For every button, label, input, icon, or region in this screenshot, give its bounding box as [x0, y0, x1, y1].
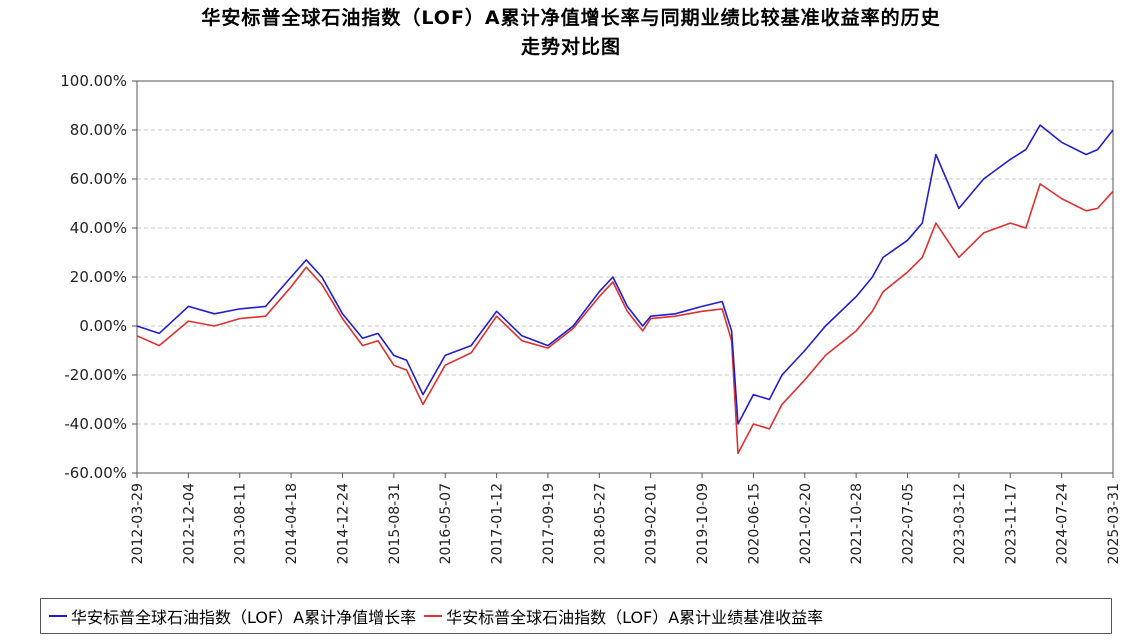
x-tick-label: 2019-02-01 — [644, 483, 660, 564]
y-tick-label: 20.00% — [70, 268, 127, 286]
x-tick-label: 2023-03-12 — [952, 483, 968, 564]
chart-title-line1: 华安标普全球石油指数（LOF）A累计净值增长率与同期业绩比较基准收益率的历史 — [201, 7, 941, 29]
x-tick-label: 2016-05-07 — [438, 483, 454, 564]
grid-lines — [137, 129, 1113, 425]
y-tick-label: -20.00% — [64, 366, 127, 384]
chart-legend: 华安标普全球石油指数（LOF）A累计净值增长率 华安标普全球石油指数（LOF）A… — [40, 598, 1112, 634]
y-tick-label: 100.00% — [60, 72, 127, 90]
legend-label-benchmark: 华安标普全球石油指数（LOF）A累计业绩基准收益率 — [446, 608, 824, 627]
x-tick-label: 2021-02-20 — [798, 483, 814, 564]
chart-title: 华安标普全球石油指数（LOF）A累计净值增长率与同期业绩比较基准收益率的历史 走… — [0, 4, 1142, 62]
x-axis: 2012-03-29 2012-12-04 2013-08-11 2014-04-18… — [130, 473, 1122, 564]
series-line-benchmark — [136, 183, 1114, 455]
x-tick-label: 2025-03-31 — [1106, 483, 1122, 564]
x-tick-label: 2015-08-31 — [387, 483, 403, 564]
y-tick-label: -60.00% — [64, 464, 127, 482]
x-tick-label: 2013-08-11 — [233, 483, 249, 564]
legend-item-nav: 华安标普全球石油指数（LOF）A累计净值增长率 — [49, 604, 416, 628]
x-tick-label: 2022-07-05 — [901, 483, 917, 564]
x-tick-label: 2012-03-29 — [130, 483, 146, 564]
x-tick-label: 2012-12-04 — [181, 483, 197, 564]
x-tick-label: 2017-09-19 — [541, 483, 557, 564]
y-tick-label: 60.00% — [70, 170, 127, 188]
x-tick-label: 2018-05-27 — [592, 483, 608, 564]
legend-item-benchmark: 华安标普全球石油指数（LOF）A累计业绩基准收益率 — [424, 604, 823, 628]
y-tick-label: 80.00% — [70, 121, 127, 139]
x-tick-label: 2023-11-17 — [1003, 483, 1019, 564]
x-tick-label: 2021-10-28 — [849, 483, 865, 564]
x-tick-label: 2020-06-15 — [746, 483, 762, 564]
x-tick-label: 2017-01-12 — [490, 483, 506, 564]
chart-title-line2: 走势对比图 — [520, 36, 621, 58]
y-tick-label: 40.00% — [70, 219, 127, 237]
legend-swatch-benchmark — [424, 615, 443, 617]
y-tick-label: 0.00% — [79, 317, 127, 335]
legend-label-nav: 华安标普全球石油指数（LOF）A累计净值增长率 — [71, 608, 417, 627]
legend-swatch-nav — [49, 615, 67, 617]
x-tick-label: 2024-07-24 — [1055, 483, 1071, 564]
x-tick-label: 2019-10-09 — [695, 483, 711, 564]
series-line-nav — [136, 124, 1114, 425]
series-lines — [136, 124, 1114, 455]
y-axis: 100.00% 80.00% 60.00% 40.00% 20.00% 0.00% -20.… — [60, 72, 137, 482]
x-tick-label: 2014-12-24 — [335, 483, 351, 564]
y-tick-label: -40.00% — [64, 415, 127, 433]
x-tick-label: 2014-04-18 — [284, 483, 300, 564]
